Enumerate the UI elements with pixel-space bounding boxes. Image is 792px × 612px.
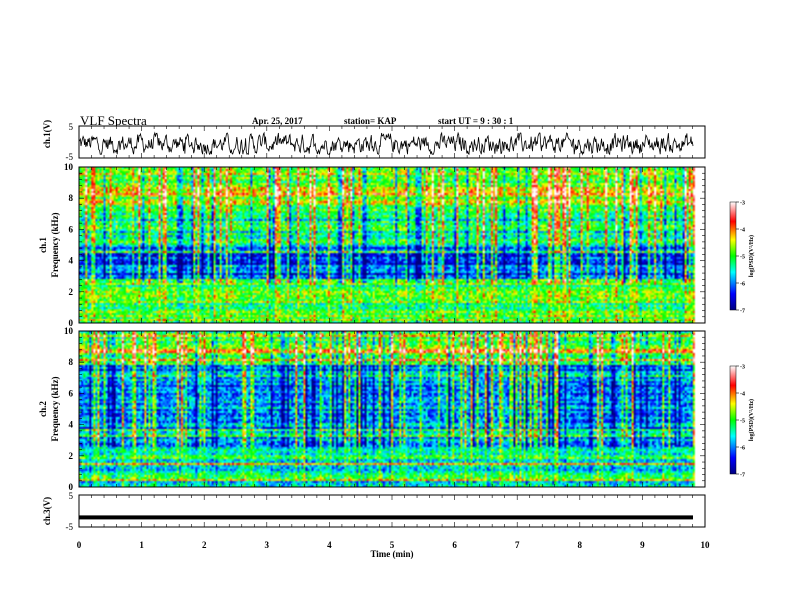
x-tick-label: 0: [77, 540, 82, 550]
freq-tick-label: 2: [69, 451, 74, 461]
colorbar-tick-label: -7: [740, 309, 745, 315]
colorbar-tick-label: -3: [740, 201, 745, 207]
ch1-colorbar: [729, 201, 737, 311]
freq-tick-label: 8: [69, 357, 74, 367]
colorbar-tick-label: -4: [740, 392, 745, 398]
x-tick-label: 3: [265, 540, 270, 550]
freq-tick-label: 2: [69, 287, 74, 297]
ch1-ytick-bottom: -5: [66, 152, 74, 162]
ch3-ytick-bottom: -5: [66, 522, 74, 532]
ch3-waveform: [79, 515, 693, 520]
ch1-spec-ylabel-channel: ch.1: [38, 237, 48, 253]
x-tick-label: 6: [452, 540, 457, 550]
ch2-spec-ylabel-frequency: Frequency (kHz): [50, 376, 60, 441]
freq-tick-label: 10: [64, 162, 74, 172]
spectrogram-image: [79, 331, 705, 487]
x-tick-label: 8: [578, 540, 583, 550]
ch1-wave-ylabel: ch.1(V): [42, 120, 52, 148]
ch1-waveform: [78, 131, 694, 156]
x-tick-label: 5: [390, 540, 395, 550]
colorbar-tick-label: -3: [740, 365, 745, 371]
x-axis-label: Time (min): [370, 549, 413, 559]
freq-tick-label: 8: [69, 193, 74, 203]
colorbar-tick-label: -7: [740, 473, 745, 479]
colorbar-tick-label: -5: [740, 419, 745, 425]
freq-tick-label: 10: [64, 326, 74, 336]
x-tick-label: 7: [515, 540, 520, 550]
ch1-spec-ylabel-frequency: Frequency (kHz): [50, 212, 60, 277]
freq-tick-label: 4: [69, 256, 74, 266]
x-tick-label: 9: [640, 540, 645, 550]
station-label: station= KAP: [344, 116, 397, 126]
freq-tick-label: 4: [69, 420, 74, 430]
x-tick-label: 2: [202, 540, 207, 550]
freq-tick-label: 0: [69, 482, 74, 492]
ch1-ytick-top: 5: [69, 122, 74, 132]
chart-title: VLF Spectra: [80, 113, 147, 128]
spectrogram-image: [79, 167, 705, 323]
ch1-colorbar-label: log(PSD)(V²/Hz): [748, 235, 755, 277]
colorbar-tick-label: -5: [740, 255, 745, 261]
freq-tick-label: 0: [69, 318, 74, 328]
start-time-label: start UT = 9 : 30 : 1: [438, 116, 514, 126]
x-tick-label: 4: [327, 540, 332, 550]
colorbar-tick-label: -4: [740, 228, 745, 234]
freq-tick-label: 6: [69, 388, 74, 398]
ch2-colorbar-label: log(PSD)(V²/Hz): [748, 399, 755, 441]
x-tick-label: 1: [139, 540, 144, 550]
colorbar-tick-label: -6: [740, 282, 745, 288]
ch3-ytick-top: 5: [69, 491, 74, 501]
freq-tick-label: 6: [69, 224, 74, 234]
x-tick-label: 10: [701, 540, 711, 550]
ch1-wave-panel: ch.1(V) 5 -5: [42, 120, 706, 162]
ch3-wave-panel: ch.3(V) 5 -5 0 1 2 3 4 5 6 7 8 9 10 Time (min): [42, 491, 710, 559]
ch2-colorbar: [729, 365, 737, 475]
ch2-spec-ylabel-channel: ch.2: [38, 401, 48, 417]
date-label: Apr. 25, 2017: [252, 116, 303, 126]
colorbar-tick-label: -6: [740, 446, 745, 452]
ch3-wave-ylabel: ch.3(V): [42, 497, 52, 525]
